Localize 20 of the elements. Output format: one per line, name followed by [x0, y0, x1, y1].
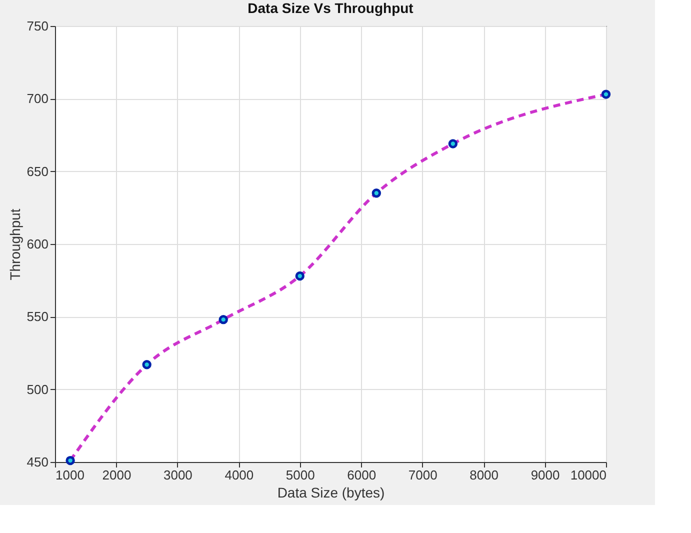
x-tick-label: 2000 [102, 468, 132, 482]
x-tick-label: 8000 [470, 468, 499, 482]
chart-title: Data Size Vs Throughput [248, 0, 414, 16]
x-tick-label: 6000 [347, 468, 376, 482]
x-tick-label: 3000 [163, 468, 192, 482]
y-tick-label: 550 [26, 309, 48, 324]
y-tick-label: 500 [26, 382, 48, 397]
y-tick-label: 650 [26, 164, 48, 179]
x-tick-label: 4000 [224, 468, 254, 482]
x-axis-title: Data Size (bytes) [277, 484, 385, 500]
x-tick-label: 5000 [286, 468, 315, 482]
y-tick-label: 700 [26, 91, 48, 106]
x-tick-label: 9000 [530, 468, 560, 482]
y-tick-label: 600 [26, 236, 48, 252]
x-tick-label: 7000 [408, 468, 438, 482]
y-axis-title: Throughput [6, 208, 23, 280]
y-tick-label: 450 [26, 454, 48, 470]
y-tick-label: 750 [26, 18, 48, 34]
x-tick-label: 10000 [570, 468, 606, 482]
x-tick-label: 1000 [56, 468, 84, 482]
